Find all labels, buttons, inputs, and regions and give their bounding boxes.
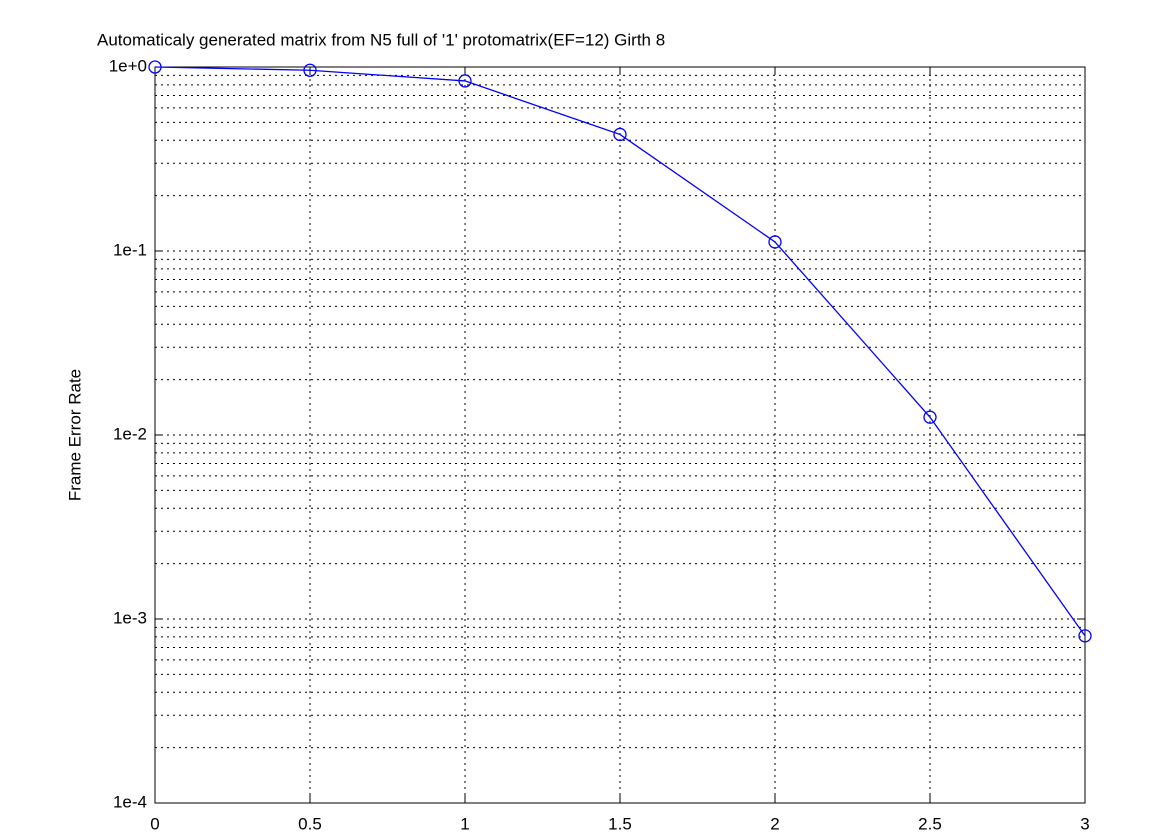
- data-point: [148, 60, 162, 74]
- plot-frame: [154, 66, 1086, 804]
- data-point: [768, 235, 782, 249]
- data-point: [303, 63, 317, 77]
- data-point: [923, 410, 937, 424]
- x-tick-label: 2: [770, 814, 779, 833]
- data-point: [613, 127, 627, 142]
- x-tick-label: 0.5: [298, 814, 322, 833]
- x-tick-label: 0: [150, 814, 159, 833]
- data-point: [1078, 629, 1092, 643]
- x-tick-label: 3: [1080, 814, 1089, 833]
- y-tick-label: 1e-2: [113, 424, 147, 443]
- data-point: [458, 74, 472, 88]
- y-axis-label: Frame Error Rate: [65, 369, 84, 501]
- series-line: [154, 66, 1086, 637]
- y-tick-label: 1e-3: [113, 608, 147, 627]
- x-tick-label: 1.5: [608, 814, 632, 833]
- x-tick-label: 2.5: [918, 814, 942, 833]
- chart-title: Automaticaly generated matrix from N5 fu…: [97, 30, 665, 49]
- x-tick-label: 1: [460, 814, 469, 833]
- y-tick-label: 1e-1: [113, 240, 147, 259]
- y-tick-label: 1e-4: [113, 792, 147, 811]
- y-tick-label: 1e+0: [109, 56, 147, 75]
